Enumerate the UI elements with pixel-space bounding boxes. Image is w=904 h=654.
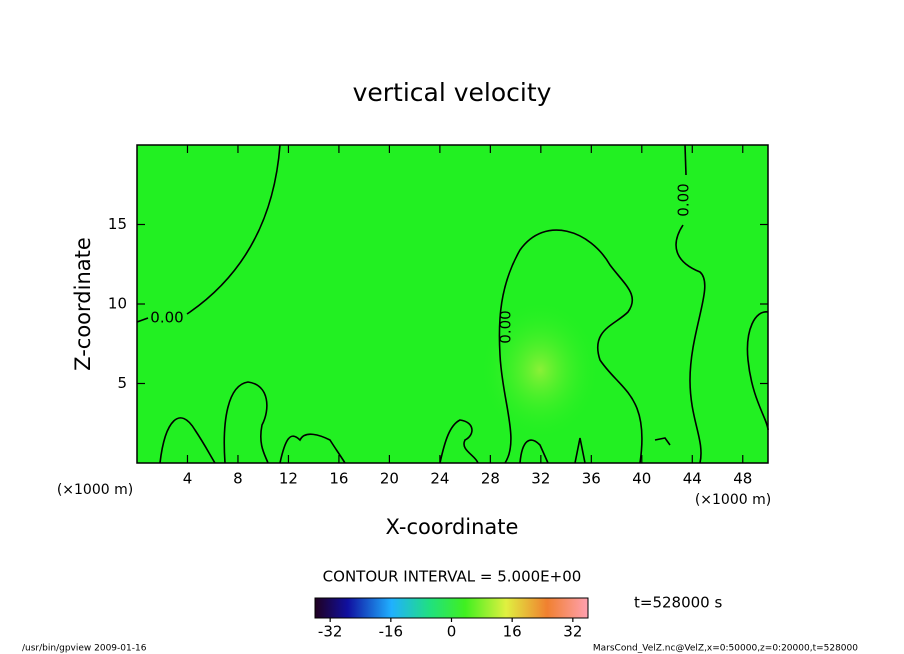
colorbar-tick-label: -16 (379, 623, 404, 641)
plot-area (137, 145, 768, 463)
contour-label: 0.00 (150, 309, 183, 327)
x-tick-label: 24 (430, 470, 449, 488)
x-unit: (×1000 m) (695, 492, 771, 508)
x-tick-label: 48 (733, 470, 752, 488)
x-tick-label: 40 (632, 470, 651, 488)
footer: /usr/bin/gpview 2009-01-16 (22, 644, 147, 654)
y-tick-label: 15 (108, 215, 127, 233)
colorbar-tick-label: -32 (318, 623, 343, 641)
contours (136, 144, 769, 464)
x-tick-label: 36 (582, 470, 601, 488)
x-tick-label: 20 (380, 470, 399, 488)
x-tick-label: 28 (481, 470, 500, 488)
y-tick-label: 10 (108, 295, 127, 313)
contour-interval: CONTOUR INTERVAL = 5.000E+00 (323, 568, 582, 586)
contour-label: 0.00 (675, 183, 693, 216)
x-tick-label: 32 (531, 470, 550, 488)
x-axis-label: X-coordinate (386, 515, 519, 539)
field-shade (480, 300, 600, 440)
y-tick-label: 5 (117, 374, 127, 392)
x-tick-label: 12 (279, 470, 298, 488)
contour-label: 0.00 (497, 310, 515, 343)
colorbar-tick-label: 0 (447, 623, 457, 641)
colorbar-tick-label: 32 (563, 623, 582, 641)
x-tick-label: 16 (329, 470, 348, 488)
x-unit: (×1000 m) (57, 482, 133, 498)
colorbar (314, 597, 589, 619)
colorbar-tick-label: 16 (503, 623, 522, 641)
x-tick-label: 8 (233, 470, 243, 488)
x-tick-label: 44 (683, 470, 702, 488)
chart-title: vertical velocity (353, 78, 552, 107)
time-label: t=528000 s (634, 594, 722, 612)
footer: MarsCond_VelZ.nc@VelZ,x=0:50000,z=0:2000… (593, 644, 858, 654)
x-tick-label: 4 (183, 470, 193, 488)
contour-labels: 0.00 0.00 0.00 (150, 183, 692, 343)
y-axis-label: Z-coordinate (71, 237, 95, 371)
